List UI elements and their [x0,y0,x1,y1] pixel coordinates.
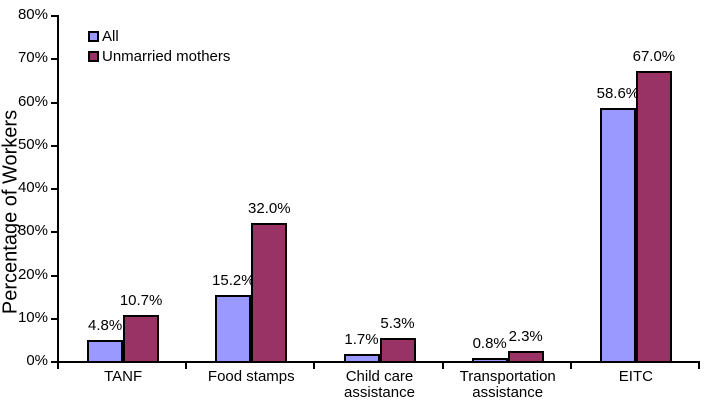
data-label: 4.8% [87,317,123,334]
y-tick-label: 70% [17,49,48,67]
y-tick [51,101,59,104]
x-tick [698,361,700,369]
legend-entry-unmarried-mothers: Unmarried mothers [88,46,230,66]
bar [635,71,672,361]
category-label-line: assistance [344,384,415,401]
bar [87,340,124,361]
data-label: 15.2% [212,272,255,289]
category-label: TANF [59,369,187,385]
y-tick-label: 50% [17,135,48,153]
y-tick-label: 0% [26,352,48,369]
y-tick-label: 30% [17,222,48,240]
x-tick [441,361,444,369]
data-label: 32.0% [248,200,291,217]
legend-entry-all: All [88,26,230,46]
category-label-line: assistance [472,384,544,401]
y-tick-label: 20% [17,265,48,283]
bar [379,338,416,361]
y-axis-line [57,15,59,369]
bar [123,315,160,361]
y-tick [51,231,59,234]
data-label: 5.3% [380,315,415,332]
y-tick [51,361,59,363]
y-tick [51,144,59,147]
y-tick-label: 10% [17,308,48,326]
data-label: 10.7% [119,292,163,309]
legend-label-unmarried-mothers: Unmarried mothers [102,47,231,65]
x-tick [185,361,188,369]
y-tick-label: 80% [17,6,48,23]
y-tick-label: 60% [17,92,48,110]
x-tick [57,361,59,369]
x-tick [313,361,316,369]
data-label: 67.0% [632,48,676,65]
y-tick [51,15,59,17]
y-tick [51,274,59,277]
y-tick [51,58,59,61]
y-tick [51,188,59,190]
y-tick [51,317,59,320]
data-label: 2.3% [508,328,543,345]
category-label-line: Child care [345,368,414,385]
x-axis-line [57,361,700,363]
bar [507,351,544,361]
bar [599,108,636,361]
category-label-line: Food stamps [207,368,295,385]
x-tick [569,361,572,369]
bar [471,358,508,361]
category-label-line: TANF [104,368,143,385]
category-label: Child care assistance [315,369,443,401]
legend-swatch-all-icon [88,30,99,42]
bar [343,354,380,361]
bar [251,223,288,361]
legend: All Unmarried mothers [88,26,230,66]
category-label-line: Transportation [459,368,556,385]
bar [215,295,252,361]
category-label: Food stamps [187,369,315,385]
data-label: 1.7% [344,331,379,348]
legend-label-all: All [102,27,119,45]
legend-swatch-unmarried-mothers-icon [88,50,99,62]
category-label: EITC [572,369,700,385]
data-label: 58.6% [596,85,640,102]
data-label: 0.8% [472,335,507,352]
category-label-line: EITC [618,368,653,385]
category-label: Transportation assistance [444,369,572,401]
y-tick-label: 40% [17,179,48,196]
